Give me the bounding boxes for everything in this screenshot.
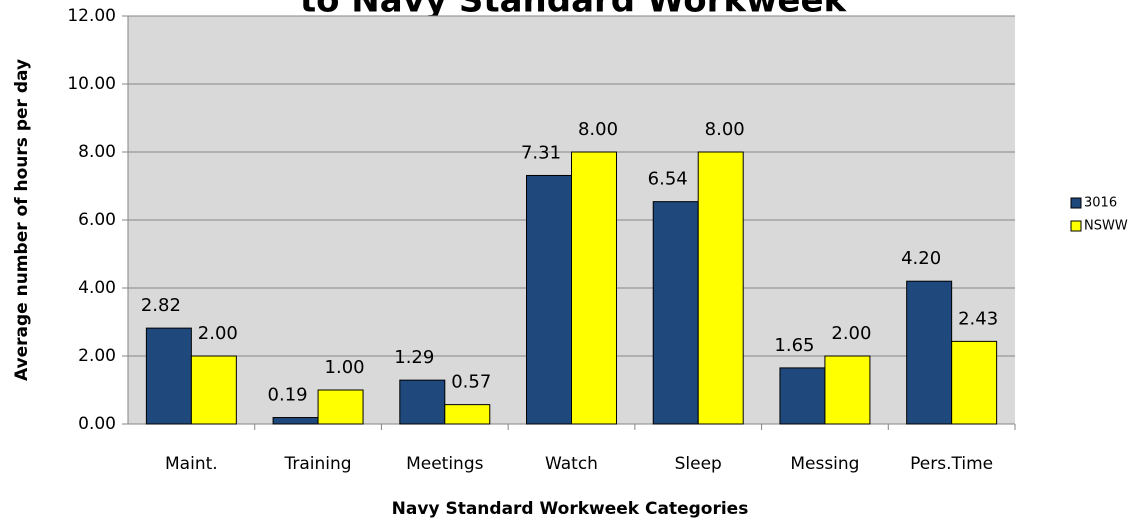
x-tick-label: Sleep: [675, 454, 722, 474]
value-label: 2.00: [831, 323, 871, 344]
y-tick-label: 8.00: [78, 142, 116, 162]
x-tick-label: Pers.Time: [910, 454, 993, 474]
value-label: 2.43: [958, 308, 998, 329]
legend-swatch: [1070, 220, 1082, 232]
value-label: 1.00: [325, 357, 365, 378]
y-tick-label: 10.00: [67, 74, 116, 94]
bar: [190, 355, 237, 425]
bar: [272, 417, 319, 425]
bar: [317, 389, 364, 425]
bar: [145, 327, 192, 425]
y-tick-label: 0.00: [78, 414, 116, 434]
value-label: 4.20: [901, 248, 941, 269]
x-tick-label: Maint.: [165, 454, 218, 474]
y-tick-label: 6.00: [78, 210, 116, 230]
value-label: 0.57: [451, 372, 491, 393]
value-label: 7.31: [521, 142, 561, 163]
value-label: 8.00: [578, 119, 618, 140]
bar: [906, 280, 953, 425]
x-axis-title: Navy Standard Workweek Categories: [392, 499, 749, 519]
bar: [951, 340, 998, 425]
bar: [444, 404, 491, 425]
bar: [779, 367, 826, 425]
bar: [652, 201, 699, 425]
value-label: 6.54: [648, 169, 688, 190]
chart-title: to Navy Standard Workweek: [300, 0, 848, 21]
bar: [526, 174, 572, 425]
value-label: 2.00: [198, 323, 238, 344]
value-label: 2.82: [141, 295, 181, 316]
x-tick-label: Watch: [545, 454, 598, 474]
bar: [824, 355, 871, 425]
y-tick-label: 12.00: [67, 6, 116, 26]
legend-label: 3016: [1084, 196, 1117, 211]
legend-swatch: [1070, 197, 1082, 209]
x-tick-label: Training: [284, 454, 352, 474]
value-label: 1.29: [394, 347, 434, 368]
value-label: 1.65: [774, 335, 814, 356]
y-axis-title: Average number of hours per day: [12, 59, 32, 381]
y-tick-label: 4.00: [78, 278, 116, 298]
value-label: 0.19: [268, 385, 308, 406]
y-tick-label: 2.00: [78, 346, 116, 366]
x-tick-label: Messing: [790, 454, 859, 474]
value-label: 8.00: [705, 119, 745, 140]
bar: [571, 151, 617, 425]
bar: [697, 151, 744, 425]
x-tick-label: Meetings: [406, 454, 484, 474]
bar: [399, 379, 446, 425]
legend-label: NSWW: [1084, 219, 1128, 234]
